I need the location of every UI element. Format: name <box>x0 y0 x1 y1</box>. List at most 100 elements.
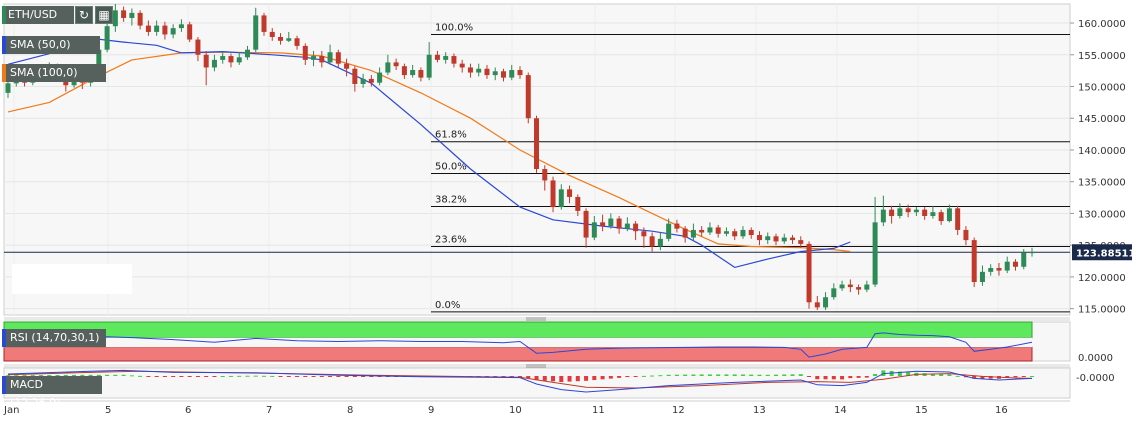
macd-bar <box>666 374 671 376</box>
rsi-oversold-band <box>3 346 1033 362</box>
symbol-label: ETH/USD <box>8 8 58 21</box>
candle-body <box>707 227 713 233</box>
candle-body <box>674 223 680 229</box>
y-axis-label: 120.0000 <box>1078 273 1126 284</box>
macd-bar <box>1030 376 1034 377</box>
candle-body <box>121 10 127 18</box>
candle-body <box>500 71 506 78</box>
candle-body <box>492 71 498 76</box>
candle-body <box>261 15 267 32</box>
candle-body <box>831 288 837 298</box>
macd-bar <box>501 376 506 377</box>
macd-bar <box>146 376 151 377</box>
candle-body <box>244 49 250 58</box>
x-axis-label: 11 <box>592 405 605 416</box>
macd-bar <box>121 374 126 376</box>
macd-bar <box>228 375 233 377</box>
candle-body <box>880 209 886 223</box>
price-badge-bg <box>1072 244 1132 261</box>
candle-body <box>790 237 796 241</box>
rsi-neutral-band <box>4 337 1032 348</box>
candle-body <box>443 56 449 60</box>
candle-body <box>756 235 762 241</box>
macd-bar <box>790 374 795 376</box>
legend-rsi[interactable]: RSI (14,70,30,1) <box>2 329 106 347</box>
candle-body <box>946 208 952 222</box>
candle-body <box>930 212 936 216</box>
screenshot-button[interactable]: ▦ <box>95 6 113 24</box>
macd-bar <box>212 376 217 377</box>
refresh-button[interactable]: ↻ <box>75 6 93 24</box>
macd-bar <box>980 376 985 379</box>
macd-bar <box>262 375 266 377</box>
rsi-overbought-band <box>3 321 1033 339</box>
candle-body <box>195 39 201 55</box>
y-axis-label: 145.0000 <box>1078 114 1126 125</box>
macd-bar <box>707 374 712 376</box>
candle-body <box>567 189 573 197</box>
macd-bar <box>63 374 68 376</box>
fib-label: 0.0% <box>435 300 460 311</box>
candle-body <box>971 240 977 282</box>
macd-bar <box>724 374 729 376</box>
symbol-badge[interactable]: ETH/USD <box>2 6 74 24</box>
x-axis-label: 6 <box>185 405 191 416</box>
fib-label: 100.0% <box>435 22 473 33</box>
macd-bar <box>823 376 828 380</box>
candle-body <box>484 68 490 76</box>
candle-body <box>732 231 738 237</box>
macd-bar <box>96 374 101 376</box>
macd-bar <box>864 376 869 378</box>
macd-bar <box>361 376 366 377</box>
candle-body <box>583 210 589 238</box>
legend-sma50[interactable]: SMA (50,0) <box>2 36 100 54</box>
macd-bar <box>179 376 184 377</box>
macd-axis-label: -0.0000 <box>1076 373 1115 384</box>
candle-body <box>335 52 341 64</box>
macd-bar <box>22 375 27 377</box>
candle-body <box>517 70 523 76</box>
macd-bar <box>559 376 564 382</box>
candle-body <box>236 57 242 63</box>
macd-bar <box>278 376 283 377</box>
sma50-line <box>7 37 851 269</box>
candle-body <box>467 67 473 73</box>
x-axis-label: 13 <box>753 405 766 416</box>
candle-body <box>682 228 688 238</box>
macd-bar <box>947 374 952 376</box>
candle-body <box>534 118 540 170</box>
macd-bar <box>270 375 275 377</box>
legend-sma100[interactable]: SMA (100,0) <box>2 64 106 82</box>
candle-body <box>715 227 721 234</box>
y-axis-label: 155.0000 <box>1078 51 1126 62</box>
macd-bar <box>311 376 316 377</box>
macd-bar <box>575 376 580 382</box>
candle-body <box>426 54 432 78</box>
macd-bar <box>80 374 85 376</box>
macd-bar <box>740 374 745 376</box>
macd-bar <box>526 376 531 379</box>
legend-macd-label: MACD (12,26,9) <box>10 378 61 409</box>
macd-bar <box>113 374 118 376</box>
macd-bar <box>782 374 787 376</box>
rsi-line <box>7 332 1033 358</box>
macd-bar <box>542 376 547 381</box>
candle-body <box>723 231 729 234</box>
candle-body <box>823 297 829 308</box>
macd-bar <box>295 376 300 377</box>
macd-bar <box>674 374 679 376</box>
candle-body <box>657 238 663 247</box>
candle-body <box>434 54 440 60</box>
candle-body <box>410 70 416 76</box>
legend-macd[interactable]: MACD (12,26,9) <box>2 376 102 409</box>
candle-body <box>220 56 226 60</box>
x-axis-label: 9 <box>428 405 434 416</box>
x-axis-label: 7 <box>266 405 272 416</box>
macd-bar <box>848 376 853 379</box>
price-badge-text: 123.88511 <box>1076 248 1136 259</box>
macd-bar <box>88 374 93 376</box>
macd-bar <box>47 375 52 376</box>
fib-label: 61.8% <box>435 130 467 141</box>
candle-body <box>542 169 548 181</box>
macd-bar <box>798 374 803 376</box>
